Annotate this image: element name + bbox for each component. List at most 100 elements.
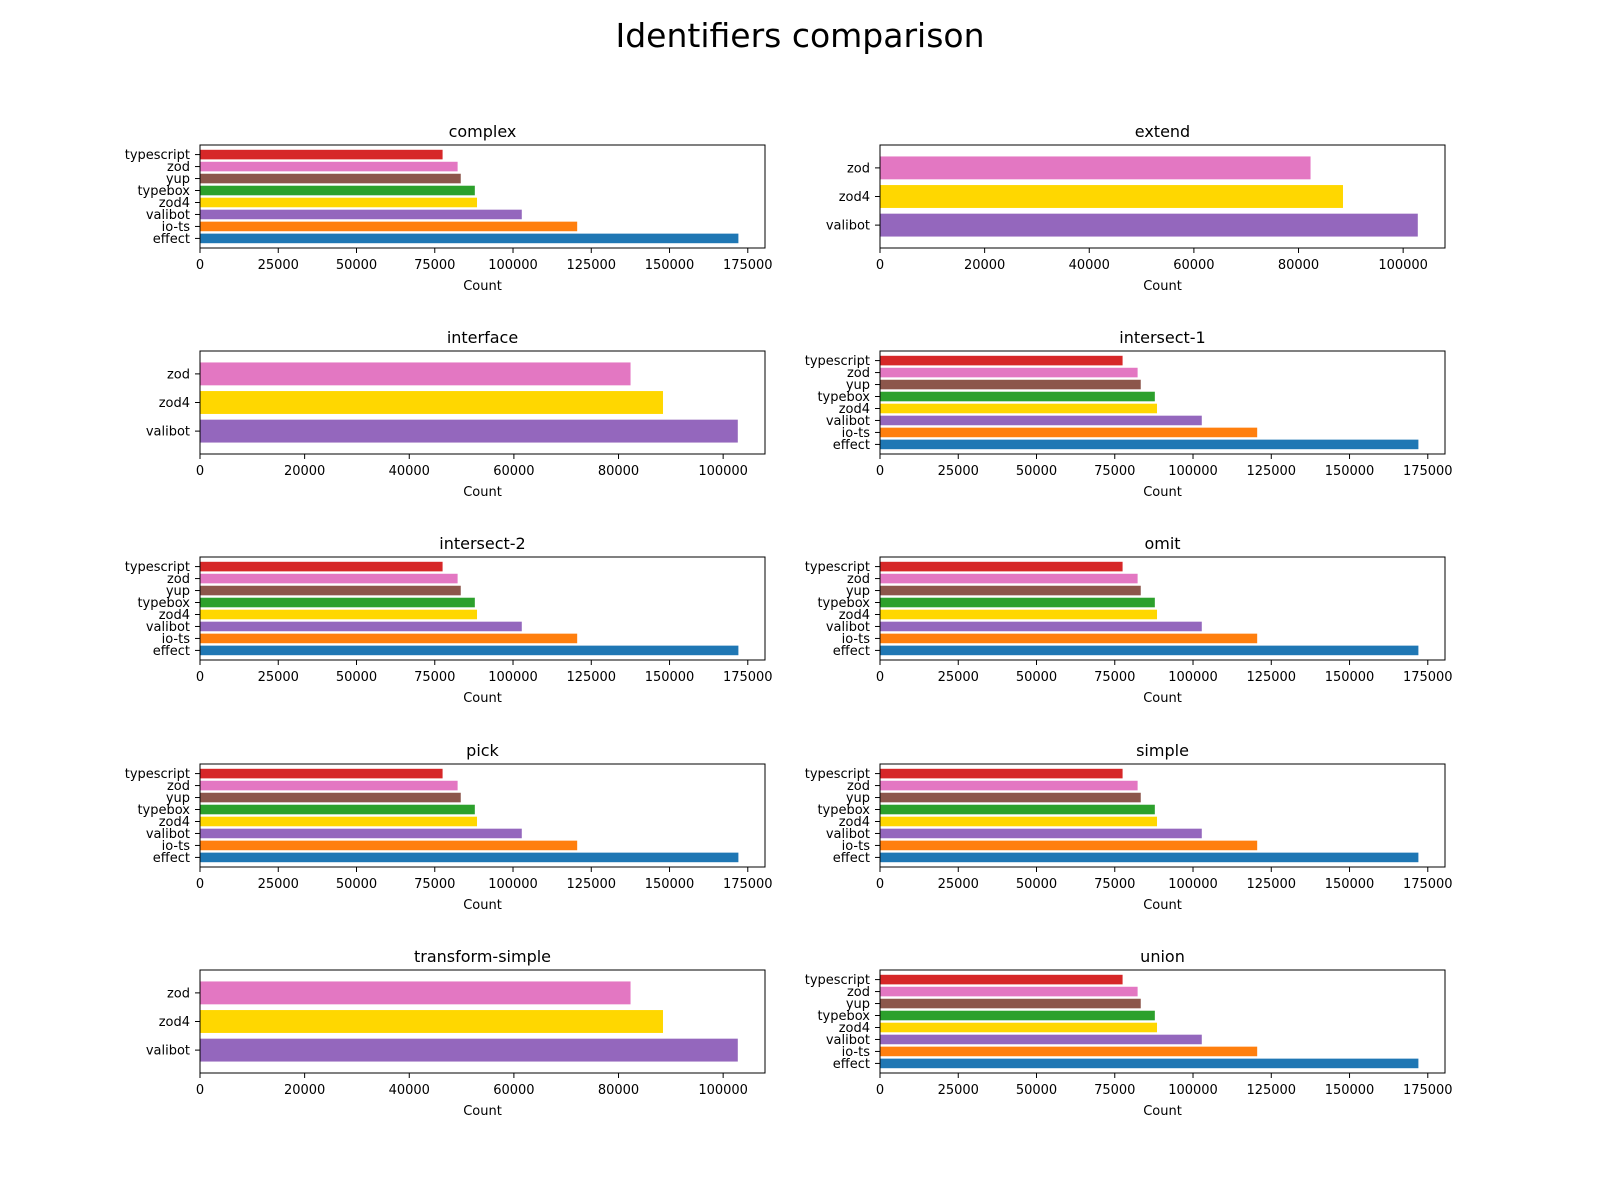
bar-typebox xyxy=(200,185,475,196)
bar-io-ts xyxy=(200,221,578,232)
category-label: typescript xyxy=(805,560,870,575)
figure-title: Identifiers comparison xyxy=(615,16,985,55)
subplot-simple: effectio-tsvalibotzod4typeboxyupzodtypes… xyxy=(805,741,1453,913)
axes-frame xyxy=(199,350,766,455)
x-tick-label: 0 xyxy=(876,670,884,685)
category-label: zod xyxy=(847,779,870,794)
x-tick-label: 125000 xyxy=(566,877,616,892)
bar-zod xyxy=(880,573,1138,584)
x-tick-label: 150000 xyxy=(645,258,695,273)
bar-valibot xyxy=(880,415,1202,426)
category-label: effect xyxy=(833,851,870,866)
x-tick-label: 20000 xyxy=(964,258,1005,273)
bar-typescript xyxy=(200,561,443,572)
x-tick-label: 150000 xyxy=(1325,670,1375,685)
axes-frame xyxy=(199,556,766,661)
x-tick-label: 175000 xyxy=(1403,670,1453,685)
x-tick-label: 125000 xyxy=(1246,464,1296,479)
category-label: effect xyxy=(833,644,870,659)
bar-io-ts xyxy=(880,427,1258,438)
bar-yup xyxy=(880,792,1141,803)
subplot-title: union xyxy=(1140,947,1185,966)
category-label: effect xyxy=(153,232,190,247)
category-label: valibot xyxy=(146,208,190,223)
x-axis-label: Count xyxy=(463,898,502,913)
subplot-pick: effectio-tsvalibotzod4typeboxyupzodtypes… xyxy=(125,741,773,913)
x-tick-label: 100000 xyxy=(488,877,538,892)
bar-yup xyxy=(200,585,461,596)
axes-frame xyxy=(199,144,766,249)
bar-typebox xyxy=(880,804,1155,815)
x-tick-label: 60000 xyxy=(1173,258,1214,273)
bar-zod4 xyxy=(200,1010,663,1033)
bar-yup xyxy=(880,379,1141,390)
x-tick-label: 0 xyxy=(196,670,204,685)
bar-valibot xyxy=(880,621,1202,632)
x-tick-label: 0 xyxy=(196,258,204,273)
category-label: valibot xyxy=(146,827,190,842)
subplot-title: intersect-1 xyxy=(1119,328,1205,347)
subplot-title: interface xyxy=(447,328,518,347)
bar-valibot xyxy=(880,213,1418,237)
bar-typescript xyxy=(880,355,1123,366)
bar-effect xyxy=(200,852,739,863)
category-label: typebox xyxy=(137,596,190,611)
x-tick-label: 50000 xyxy=(336,258,377,273)
category-label: zod xyxy=(167,367,190,382)
category-label: valibot xyxy=(826,219,870,234)
subplot-interface: valibot zod4 zod 0 20000 40000 60000 80000 10000… xyxy=(146,328,766,500)
x-tick-label: 100000 xyxy=(1168,670,1218,685)
category-label: zod xyxy=(847,572,870,587)
x-tick-label: 100000 xyxy=(698,464,748,479)
x-axis-label: Count xyxy=(463,485,502,500)
category-label: zod4 xyxy=(159,1015,190,1030)
x-tick-label: 0 xyxy=(876,877,884,892)
category-label: typescript xyxy=(805,354,870,369)
x-axis-label: Count xyxy=(463,279,502,294)
axes-frame xyxy=(879,350,1446,455)
x-tick-label: 60000 xyxy=(493,1083,534,1098)
x-tick-label: 175000 xyxy=(1403,877,1453,892)
x-tick-label: 0 xyxy=(196,464,204,479)
x-tick-label: 150000 xyxy=(645,877,695,892)
x-tick-label: 150000 xyxy=(1325,464,1375,479)
x-tick-label: 175000 xyxy=(1403,464,1453,479)
x-tick-label: 100000 xyxy=(1168,877,1218,892)
x-tick-label: 40000 xyxy=(1069,258,1110,273)
category-label: valibot xyxy=(826,620,870,635)
bar-effect xyxy=(880,645,1419,656)
subplot-intersect-1: effectio-tsvalibotzod4typeboxyupzodtypes… xyxy=(805,328,1453,500)
bar-zod4 xyxy=(880,816,1158,827)
x-tick-label: 0 xyxy=(196,1083,204,1098)
x-tick-label: 0 xyxy=(876,1083,884,1098)
x-tick-label: 75000 xyxy=(414,258,455,273)
category-label: zod4 xyxy=(159,608,190,623)
x-tick-label: 25000 xyxy=(258,258,299,273)
x-tick-label: 50000 xyxy=(1016,1083,1057,1098)
axes-frame xyxy=(879,969,1446,1074)
category-label: valibot xyxy=(146,1044,190,1059)
bar-typebox xyxy=(200,597,475,608)
bar-yup xyxy=(880,998,1141,1009)
x-tick-label: 75000 xyxy=(1094,670,1135,685)
bar-effect xyxy=(200,645,739,656)
category-label: effect xyxy=(153,851,190,866)
category-label: valibot xyxy=(826,827,870,842)
x-tick-label: 125000 xyxy=(1246,877,1296,892)
subplot-title: simple xyxy=(1136,741,1189,760)
category-label: zod4 xyxy=(839,402,870,417)
x-tick-label: 125000 xyxy=(1246,670,1296,685)
category-label: zod xyxy=(167,572,190,587)
bar-typescript xyxy=(880,561,1123,572)
bar-valibot xyxy=(200,828,522,839)
x-tick-label: 100000 xyxy=(1378,258,1428,273)
x-tick-label: 25000 xyxy=(938,877,979,892)
axes-frame xyxy=(879,556,1446,661)
x-tick-label: 75000 xyxy=(1094,1083,1135,1098)
bar-zod4 xyxy=(880,185,1343,208)
category-label: zod xyxy=(847,161,870,176)
category-label: yup xyxy=(846,378,870,393)
bar-typescript xyxy=(200,149,443,160)
bar-yup xyxy=(200,792,461,803)
x-tick-label: 40000 xyxy=(389,464,430,479)
